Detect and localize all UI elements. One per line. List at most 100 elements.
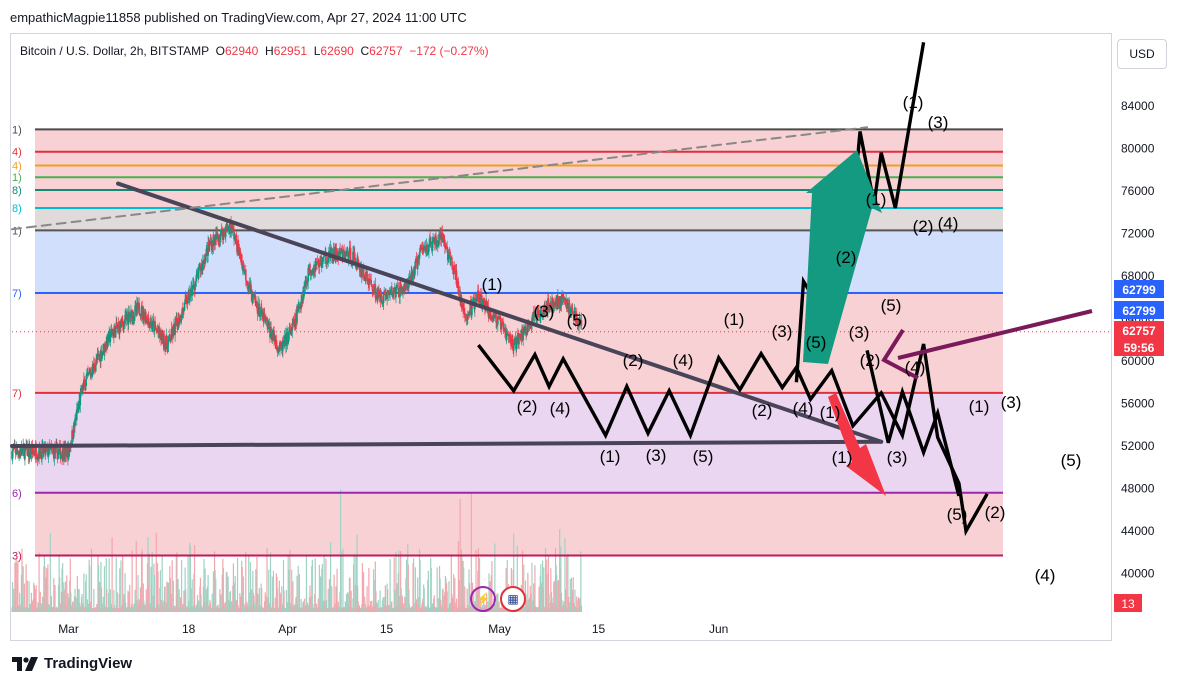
- volume-bar: [396, 583, 398, 612]
- volume-bar: [105, 558, 107, 612]
- volume-bar: [50, 595, 53, 612]
- volume-bar: [566, 555, 568, 612]
- candle-body: [237, 241, 239, 246]
- candle-body: [250, 284, 252, 290]
- volume-bar: [366, 586, 368, 612]
- wave-label: (2): [985, 503, 1006, 522]
- lightning-icon[interactable]: ⚡: [470, 586, 496, 612]
- candle-body: [477, 290, 480, 297]
- candle-body: [217, 236, 219, 239]
- candle-body: [18, 453, 20, 457]
- candle-body: [463, 308, 466, 313]
- volume-bar: [191, 579, 193, 612]
- candle-body: [63, 459, 65, 461]
- candle-body: [186, 297, 188, 305]
- candle-body: [497, 318, 499, 325]
- candle-body: [321, 261, 324, 265]
- volume-bar: [106, 589, 108, 612]
- candle-body: [444, 239, 446, 248]
- candle-body: [388, 292, 391, 296]
- volume-bar: [200, 594, 202, 612]
- candle-body: [449, 251, 451, 260]
- currency-button[interactable]: USD: [1117, 39, 1167, 69]
- candle-body: [508, 334, 511, 338]
- candle-body: [17, 451, 19, 454]
- candle-body: [47, 446, 49, 457]
- candle-body: [128, 311, 130, 314]
- candle-body: [542, 308, 545, 315]
- candle-body: [320, 255, 322, 267]
- candle-body: [370, 280, 373, 286]
- y-tick-label: 52000: [1121, 439, 1155, 453]
- candle-body: [422, 247, 425, 252]
- volume-bar: [185, 589, 187, 612]
- candle-body: [227, 228, 229, 230]
- volume-bar: [340, 551, 342, 612]
- chart-frame: [10, 33, 1112, 641]
- volume-bar: [417, 577, 419, 612]
- volume-bar: [309, 585, 311, 612]
- candle-body: [242, 265, 244, 270]
- candle-body: [11, 450, 14, 459]
- candle-body: [42, 445, 45, 454]
- candle-body: [418, 258, 420, 260]
- x-tick-label: May: [488, 622, 511, 636]
- candle-body: [300, 301, 302, 310]
- volume-bar: [212, 571, 214, 612]
- candle-body: [381, 296, 383, 304]
- candle-body: [269, 327, 272, 338]
- candle-body: [572, 312, 575, 315]
- open-label: O: [215, 44, 225, 58]
- volume-bar: [543, 567, 545, 612]
- volume-bar: [116, 592, 119, 612]
- candle-body: [18, 452, 21, 454]
- candle-body: [485, 300, 488, 303]
- volume-bar: [325, 600, 328, 612]
- volume-bar: [28, 581, 30, 612]
- us-flag-icon[interactable]: ▦: [500, 586, 526, 612]
- candle-body: [171, 328, 173, 333]
- candle-body: [224, 225, 227, 237]
- volume-bar: [576, 596, 578, 612]
- candle-body: [181, 308, 183, 319]
- candle-body: [418, 252, 421, 259]
- candle-body: [101, 351, 104, 353]
- candle-body: [191, 289, 193, 296]
- volume-bar: [356, 534, 358, 612]
- candle-body: [116, 327, 119, 329]
- candle-body: [154, 325, 157, 329]
- volume-bar: [564, 538, 566, 612]
- candle-body: [513, 340, 516, 345]
- candle-body: [150, 321, 153, 328]
- candle-body: [526, 325, 529, 335]
- candle-body: [296, 309, 298, 324]
- volume-bar: [83, 573, 85, 612]
- volume-bar: [373, 579, 375, 612]
- candle-body: [67, 446, 70, 460]
- candle-body: [550, 303, 552, 309]
- volume-bar: [30, 592, 33, 612]
- volume-bar: [181, 560, 183, 612]
- candle-body: [107, 331, 110, 343]
- volume-label-bg: [1114, 594, 1142, 612]
- arrows: [803, 150, 1093, 496]
- candle-body: [578, 318, 581, 324]
- candle-body: [216, 232, 219, 237]
- volume-bar: [453, 574, 455, 612]
- volume-bar: [572, 577, 574, 612]
- tradingview-logo[interactable]: TradingView: [12, 655, 132, 672]
- candle-body: [130, 310, 132, 319]
- close-value: 62757: [369, 44, 403, 58]
- candle-body: [515, 343, 518, 350]
- volume-bar: [417, 597, 419, 612]
- volume-bar: [161, 556, 163, 612]
- candle-body: [258, 303, 261, 316]
- volume-bar: [25, 564, 27, 612]
- volume-bar: [325, 558, 327, 612]
- candle-body: [339, 252, 342, 254]
- price-label: 62799: [1114, 301, 1164, 319]
- candle-body: [257, 309, 259, 314]
- candle-body: [72, 436, 75, 440]
- trendline-base: [10, 439, 884, 448]
